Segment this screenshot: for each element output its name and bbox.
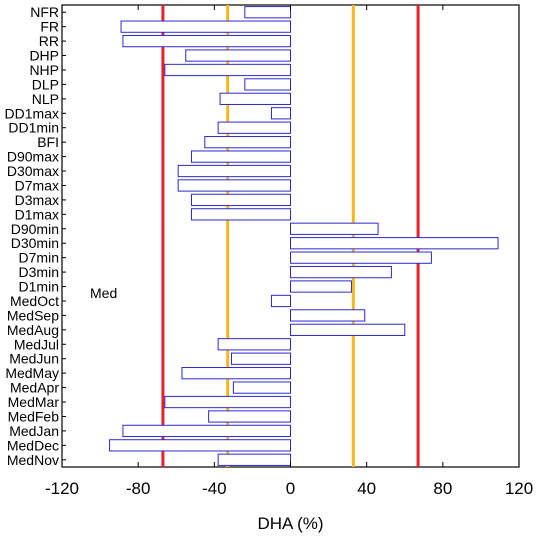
bar-nfr (244, 6, 292, 19)
category-label-nlp: NLP (32, 91, 59, 107)
bar-d1min (290, 280, 352, 293)
plot-area: NFRFRRRDHPNHPDLPNLPDD1maxDD1minBFID90max… (5, 4, 534, 498)
bar-medapr (232, 381, 291, 394)
category-label-rr: RR (39, 33, 59, 49)
x-tick-label-120: 120 (505, 479, 533, 498)
category-label-meddec: MedDec (7, 437, 59, 453)
bar-d1max (190, 208, 292, 221)
med-annotation: Med (90, 285, 117, 301)
category-label-nhp: NHP (29, 62, 59, 78)
category-label-nfr: NFR (30, 4, 59, 20)
category-label-medapr: MedApr (10, 380, 59, 396)
category-label-medjan: MedJan (9, 423, 59, 439)
category-label-d1min: D1min (19, 279, 59, 295)
category-label-d90min: D90min (11, 221, 59, 237)
category-label-d30max: D30max (7, 163, 59, 179)
category-label-dhp: DHP (29, 48, 59, 64)
x-tick-label--120: -120 (45, 479, 79, 498)
category-label-medsep: MedSep (7, 307, 59, 323)
bar-d7min (290, 251, 432, 264)
bar-rr (122, 34, 291, 48)
x-tick-label--80: -80 (126, 479, 151, 498)
bar-d30min (290, 237, 499, 250)
bar-dhp (185, 49, 291, 62)
x-tick-label--40: -40 (202, 479, 227, 498)
x-tick-label-40: 40 (357, 479, 376, 498)
category-label-fr: FR (40, 19, 59, 35)
bar-meddec (109, 439, 291, 452)
bar-medmay (181, 367, 291, 380)
category-label-medjul: MedJul (14, 336, 59, 352)
category-label-medaug: MedAug (7, 322, 59, 338)
bar-medjun (230, 352, 292, 365)
category-label-d7min: D7min (19, 250, 59, 266)
bar-d90min (290, 222, 379, 235)
category-label-d1max: D1max (15, 206, 59, 222)
category-label-bfi: BFI (37, 134, 59, 150)
x-tick-label-80: 80 (433, 479, 452, 498)
bar-nlp (219, 92, 292, 105)
bar-dlp (244, 78, 292, 91)
bar-dd1min (217, 121, 291, 134)
category-label-dlp: DLP (32, 76, 59, 92)
bar-d3max (190, 193, 292, 207)
bar-d7max (177, 179, 291, 192)
bar-medoct (270, 294, 292, 308)
category-label-medoct: MedOct (10, 293, 59, 309)
category-label-d3min: D3min (19, 264, 59, 280)
x-axis-label: DHA (%) (257, 514, 323, 533)
category-label-medmar: MedMar (8, 394, 60, 410)
category-label-medfeb: MedFeb (8, 408, 60, 424)
category-label-medjun: MedJun (9, 351, 59, 367)
category-label-d3max: D3max (15, 192, 59, 208)
category-label-d90max: D90max (7, 149, 59, 165)
bar-bfi (204, 136, 291, 149)
bar-medaug (290, 323, 406, 336)
category-label-medmay: MedMay (5, 365, 59, 381)
bar-d30max (177, 164, 291, 178)
bar-dd1max (270, 107, 292, 120)
bar-nhp (164, 63, 291, 77)
category-label-dd1max: DD1max (5, 105, 59, 121)
bar-medjan (122, 424, 291, 438)
bar-medsep (290, 309, 366, 322)
bar-medjul (217, 338, 291, 351)
category-label-dd1min: DD1min (8, 120, 59, 136)
category-label-mednov: MedNov (7, 452, 59, 468)
bar-mednov (217, 453, 291, 466)
bar-medmar (164, 395, 291, 409)
x-tick-label-0: 0 (286, 479, 295, 498)
category-label-d7max: D7max (15, 177, 59, 193)
bar-medfeb (208, 410, 291, 423)
bar-fr (120, 20, 292, 33)
bar-d3min (290, 265, 392, 279)
bar-d90max (190, 150, 292, 163)
category-label-d30min: D30min (11, 235, 59, 251)
